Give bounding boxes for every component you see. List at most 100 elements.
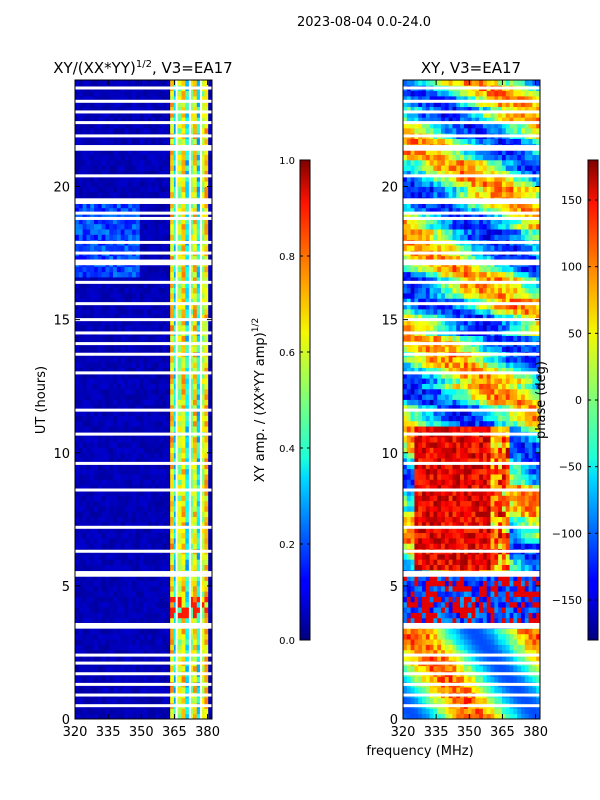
data-gap-row xyxy=(75,198,212,202)
data-gap-row xyxy=(403,145,540,149)
y-tick-label: 0 xyxy=(62,713,70,728)
data-gap-row xyxy=(75,318,212,322)
data-gap-row xyxy=(75,331,212,335)
data-gap-row xyxy=(75,461,212,465)
x-tick-label: 365 xyxy=(162,725,187,740)
data-gap-row xyxy=(403,262,540,266)
amplitude-colorbar-gradient xyxy=(299,159,311,641)
colorbar-tick-label: 150 xyxy=(561,194,582,207)
panel-amplitude-title: XY/(XX*YY)1/2, V3=EA17 xyxy=(53,59,232,77)
data-gap-row xyxy=(75,262,212,266)
x-tick-label: 365 xyxy=(490,725,515,740)
amplitude-colorbar-ticks: 0.0 0.2 0.4 0.6 0.8 1.0 xyxy=(279,156,310,647)
data-gap-row xyxy=(75,352,212,356)
data-gap-row xyxy=(75,342,212,346)
amplitude-colorbar: 0.0 0.2 0.4 0.6 0.8 1.0 XY amp. / (XX*YY amp)… xyxy=(251,156,311,647)
data-gap-row xyxy=(75,216,212,220)
data-gap-row xyxy=(403,682,540,686)
data-gap-row xyxy=(75,682,212,686)
data-gap-row xyxy=(75,625,212,629)
y-tick-label: 10 xyxy=(53,447,70,462)
data-gap-row xyxy=(403,86,540,90)
data-gap-row xyxy=(403,371,540,375)
x-tick-label: 320 xyxy=(391,725,416,740)
colorbar-tick-label: −50 xyxy=(559,461,582,474)
phase-axes-frame xyxy=(402,79,541,720)
data-gap-row xyxy=(75,488,212,492)
data-gap-row xyxy=(403,672,540,676)
data-gap-row xyxy=(403,488,540,492)
data-gap-row xyxy=(403,211,540,215)
panel-phase-title: XY, V3=EA17 xyxy=(421,59,521,77)
data-gap-row xyxy=(403,704,540,708)
data-gap-row xyxy=(403,147,540,151)
data-gap-row xyxy=(75,211,212,215)
data-gap-row xyxy=(75,86,212,90)
amplitude-colorbar-label: XY amp. / (XX*YY amp)1/2 xyxy=(251,318,268,482)
y-tick-label: 15 xyxy=(53,314,70,329)
colorbar-tick-label: −150 xyxy=(552,594,582,607)
data-gap-row xyxy=(403,342,540,346)
data-gap-row xyxy=(403,549,540,553)
data-gap-row xyxy=(403,573,540,577)
y-tick-label: 20 xyxy=(381,181,398,196)
data-gap-row xyxy=(75,110,212,114)
data-gap-row xyxy=(403,525,540,529)
colorbar-tick-label: 0 xyxy=(575,394,582,407)
channel-gap-column xyxy=(199,80,202,719)
phase-heatmap xyxy=(403,80,540,719)
data-gap-row xyxy=(75,200,212,204)
data-gap-row xyxy=(403,216,540,220)
x-tick-label: 335 xyxy=(424,725,449,740)
phase-colorbar: −150 −100 −50 0 50 100 150 phase (deg) xyxy=(534,159,599,641)
data-gap-row xyxy=(403,174,540,178)
data-gap-row xyxy=(403,302,540,306)
phase-colorbar-label: phase (deg) xyxy=(534,361,549,439)
data-gap-row xyxy=(75,622,212,626)
data-gap-row xyxy=(75,693,212,697)
colorbar-tick-label: −100 xyxy=(552,527,582,540)
frequency-xlabel: frequency (MHz) xyxy=(366,744,473,759)
x-tick-label: 380 xyxy=(195,725,220,740)
data-gap-row xyxy=(75,147,212,151)
x-tick-label: 350 xyxy=(457,725,482,740)
y-tick-label: 0 xyxy=(390,713,398,728)
colorbar-tick-label: 50 xyxy=(568,327,582,340)
x-tick-label: 350 xyxy=(129,725,154,740)
panel-phase: XY, V3=EA17 320 335 350 365 380 0 5 10 15 20 freq… xyxy=(366,59,548,759)
data-gap-row xyxy=(403,408,540,412)
data-gap-row xyxy=(403,653,540,657)
data-gap-row xyxy=(75,408,212,412)
data-gap-row xyxy=(75,704,212,708)
data-gap-row xyxy=(75,259,212,263)
colorbar-tick-label: 1.0 xyxy=(279,156,295,167)
data-gap-row xyxy=(403,240,540,244)
y-tick-label: 5 xyxy=(390,580,398,595)
colorbar-tick-label: 0.2 xyxy=(279,540,295,551)
data-gap-row xyxy=(75,134,212,138)
channel-gap-column xyxy=(188,80,191,719)
data-gap-row xyxy=(403,622,540,626)
colorbar-tick-label: 0.8 xyxy=(279,252,295,263)
data-gap-row xyxy=(75,240,212,244)
suptitle: 2023-08-04 0.0-24.0 xyxy=(297,15,431,30)
data-gap-row xyxy=(403,625,540,629)
x-tick-label: 320 xyxy=(63,725,88,740)
colorbar-tick-label: 100 xyxy=(561,261,582,274)
data-gap-row xyxy=(75,571,212,575)
data-gap-row xyxy=(75,549,212,553)
colorbar-tick-label: 0.6 xyxy=(279,348,295,359)
x-tick-label: 335 xyxy=(96,725,121,740)
amplitude-heatmap xyxy=(75,80,212,719)
y-tick-label: 5 xyxy=(62,580,70,595)
colorbar-tick-label: 0.4 xyxy=(279,444,295,455)
phase-colorbar-ticks: −150 −100 −50 0 50 100 150 xyxy=(552,194,598,607)
channel-gap-column xyxy=(175,80,178,719)
amplitude-axes-frame xyxy=(74,79,213,720)
y-tick-label: 10 xyxy=(381,447,398,462)
data-gap-row xyxy=(403,280,540,284)
data-gap-row xyxy=(403,432,540,436)
data-gap-row xyxy=(403,661,540,665)
data-gap-row xyxy=(403,259,540,263)
x-tick-label: 380 xyxy=(523,725,548,740)
